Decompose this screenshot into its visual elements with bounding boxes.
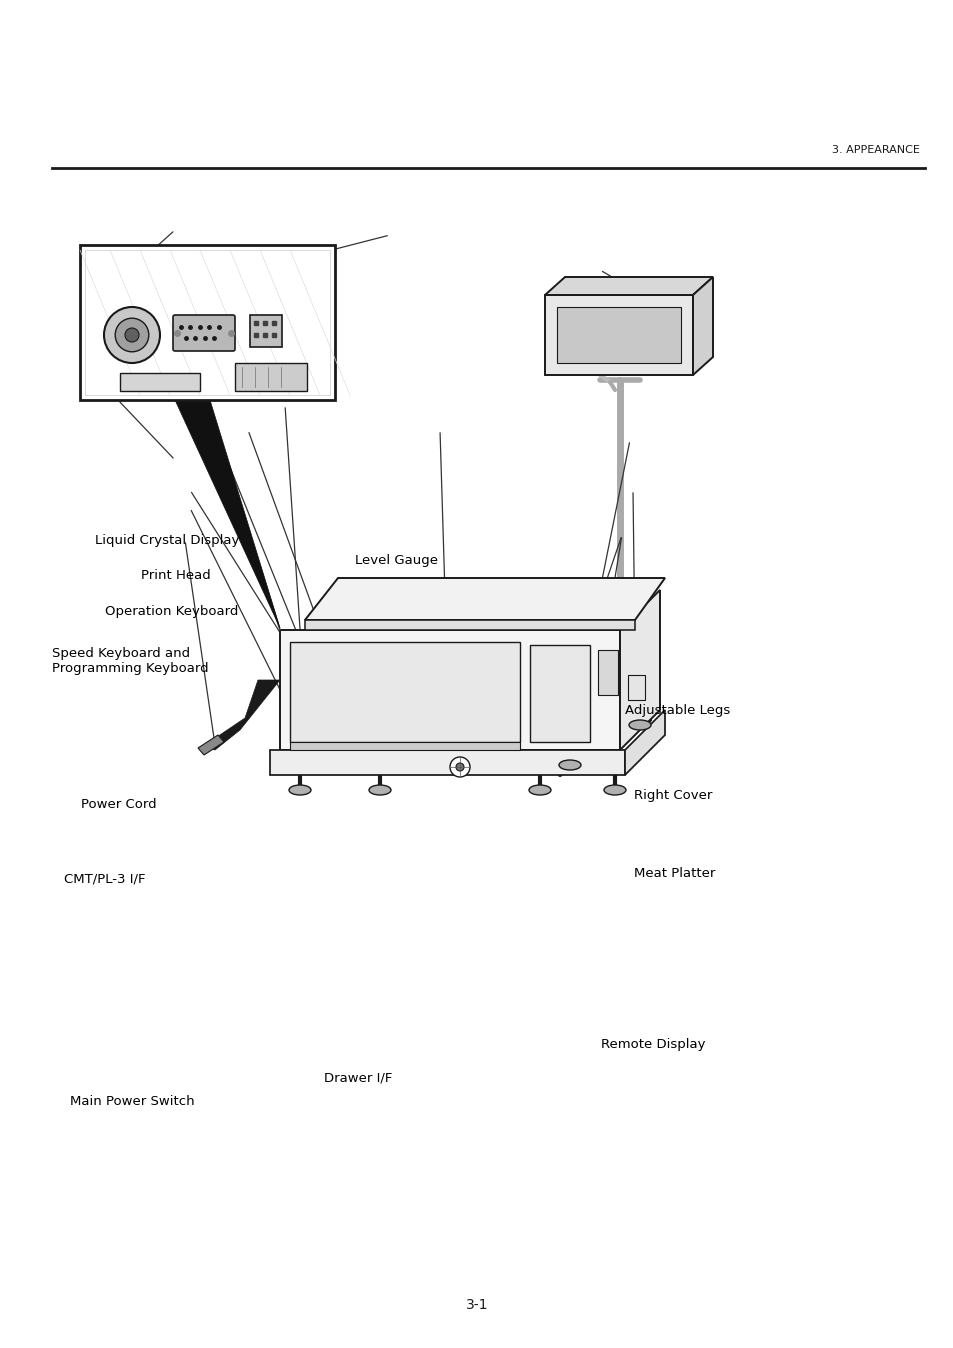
Polygon shape [544, 295, 692, 375]
Text: Right Cover: Right Cover [634, 789, 712, 802]
Bar [250, 315, 282, 346]
Text: Liquid Crystal Display: Liquid Crystal Display [95, 534, 239, 547]
Polygon shape [198, 735, 224, 755]
Text: Drawer I/F: Drawer I/F [324, 1072, 393, 1085]
FancyBboxPatch shape [172, 315, 234, 350]
Ellipse shape [603, 785, 625, 795]
Text: 3-1: 3-1 [465, 1298, 488, 1312]
Ellipse shape [558, 760, 580, 770]
Bar [120, 373, 200, 391]
Polygon shape [290, 642, 519, 741]
Circle shape [456, 763, 463, 771]
Polygon shape [270, 749, 624, 775]
Ellipse shape [369, 785, 391, 795]
Circle shape [115, 318, 149, 352]
Polygon shape [290, 741, 519, 749]
Polygon shape [624, 710, 664, 775]
Text: Speed Keyboard and
Programming Keyboard: Speed Keyboard and Programming Keyboard [52, 647, 209, 674]
Polygon shape [544, 276, 712, 295]
Circle shape [450, 758, 470, 776]
Text: Power Cord: Power Cord [81, 798, 156, 811]
Text: Main Power Switch: Main Power Switch [70, 1095, 194, 1108]
Polygon shape [619, 590, 659, 749]
Circle shape [104, 307, 160, 363]
Polygon shape [557, 307, 680, 363]
Text: Meat Platter: Meat Platter [634, 867, 715, 880]
Polygon shape [305, 620, 635, 630]
Ellipse shape [289, 785, 311, 795]
Text: Print Head: Print Head [141, 569, 211, 582]
Text: Adjustable Legs: Adjustable Legs [624, 704, 729, 717]
Polygon shape [205, 679, 280, 749]
Bar [80, 245, 335, 400]
Bar [234, 363, 307, 391]
Text: CMT/PL-3 I/F: CMT/PL-3 I/F [64, 872, 145, 886]
Ellipse shape [628, 720, 650, 731]
Text: Level Gauge: Level Gauge [355, 554, 437, 568]
Polygon shape [692, 276, 712, 375]
Ellipse shape [529, 785, 551, 795]
Text: Operation Keyboard: Operation Keyboard [105, 605, 238, 619]
Polygon shape [598, 650, 618, 696]
Polygon shape [305, 578, 664, 620]
Text: 3. APPEARANCE: 3. APPEARANCE [831, 146, 919, 155]
Polygon shape [530, 644, 589, 741]
Text: Remote Display: Remote Display [600, 1038, 705, 1051]
Polygon shape [174, 400, 280, 628]
Circle shape [125, 328, 139, 342]
Polygon shape [627, 675, 644, 700]
Polygon shape [280, 630, 619, 749]
